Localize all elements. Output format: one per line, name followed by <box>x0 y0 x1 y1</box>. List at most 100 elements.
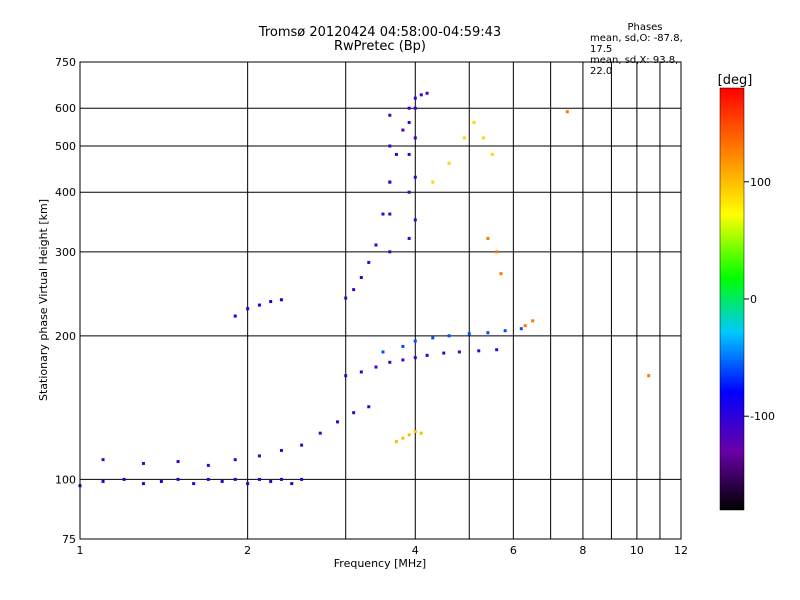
data-point <box>141 482 145 486</box>
phase-stats-header: Phases <box>627 22 663 33</box>
chart-title: Tromsø 20120424 04:58:00-04:59:43 <box>258 25 502 40</box>
data-point <box>477 349 481 353</box>
x-tick-label: 4 <box>412 544 419 557</box>
data-point <box>318 431 322 435</box>
data-point <box>503 329 507 333</box>
data-point <box>220 479 224 483</box>
data-point <box>367 260 371 264</box>
data-point <box>176 460 180 464</box>
data-point <box>336 420 340 424</box>
data-point <box>413 218 417 222</box>
data-point <box>367 405 371 409</box>
data-point <box>388 212 392 216</box>
data-point <box>413 136 417 140</box>
colorbar-label: [deg] <box>718 73 753 88</box>
chart-subtitle: RwPretec (Bp) <box>333 39 427 54</box>
data-point <box>481 136 485 140</box>
data-point <box>419 431 423 435</box>
data-point <box>519 327 523 331</box>
x-tick-label: 12 <box>674 544 688 557</box>
data-point <box>352 288 356 292</box>
y-tick-label: 600 <box>55 102 76 115</box>
data-point <box>490 152 494 156</box>
x-tick-label: 10 <box>630 544 644 557</box>
data-point <box>413 96 417 100</box>
data-point <box>431 336 435 340</box>
x-tick-label: 6 <box>510 544 517 557</box>
data-point <box>413 339 417 343</box>
data-point <box>381 350 385 354</box>
data-point <box>401 344 405 348</box>
data-point <box>233 458 237 462</box>
data-point <box>523 324 527 328</box>
data-point <box>300 443 304 447</box>
data-point <box>472 121 476 125</box>
data-point <box>257 303 261 307</box>
data-point <box>388 113 392 117</box>
data-points <box>78 91 651 488</box>
colorbar-ticks: 100 0 -100 <box>744 176 775 423</box>
data-point <box>407 433 411 437</box>
x-axis-ticks: 1 2 4 6 8 10 12 <box>77 544 689 557</box>
phase-stats-extraordinary: mean, sd,X: 93.8, 22.0 <box>590 55 679 77</box>
data-point <box>413 175 417 179</box>
data-point <box>374 365 378 369</box>
data-point <box>499 272 503 276</box>
data-point <box>122 477 126 481</box>
data-point <box>401 436 405 440</box>
y-tick-label: 200 <box>55 330 76 343</box>
data-point <box>388 360 392 364</box>
data-point <box>381 212 385 216</box>
y-axis-label: Stationary phase Virtual Height [km] <box>37 199 50 401</box>
data-point <box>565 110 569 114</box>
data-point <box>447 334 451 338</box>
data-point <box>269 479 273 483</box>
data-point <box>495 348 499 352</box>
data-point <box>531 319 535 323</box>
data-point <box>425 91 429 95</box>
y-tick-label: 750 <box>55 56 76 69</box>
data-point <box>401 358 405 362</box>
data-point <box>206 463 210 467</box>
data-point <box>192 482 196 486</box>
y-tick-label: 400 <box>55 186 76 199</box>
data-point <box>486 236 490 240</box>
data-point <box>419 93 423 97</box>
plot-frame <box>79 61 682 540</box>
y-tick-label: 100 <box>55 473 76 486</box>
data-point <box>447 161 451 165</box>
data-point <box>246 482 250 486</box>
colorbar-tick-label: 0 <box>750 293 757 306</box>
data-point <box>407 236 411 240</box>
data-point <box>462 136 466 140</box>
data-point <box>442 351 446 355</box>
data-point <box>344 296 348 300</box>
data-point <box>269 300 273 304</box>
data-point <box>233 477 237 481</box>
data-point <box>374 243 378 247</box>
data-point <box>300 477 304 481</box>
data-point <box>257 454 261 458</box>
data-point <box>233 314 237 318</box>
data-point <box>388 180 392 184</box>
data-point <box>101 458 105 462</box>
colorbar-tick-label: 100 <box>750 176 771 189</box>
data-point <box>206 477 210 481</box>
phase-colorbar: [deg] 100 0 -100 <box>718 73 775 511</box>
data-point <box>413 356 417 360</box>
data-point <box>388 250 392 254</box>
data-point <box>101 479 105 483</box>
colorbar-gradient <box>719 87 745 511</box>
phase-statistics: Phases mean, sd,O: -87.8, 17.5 mean, sd,… <box>590 22 700 77</box>
data-point <box>407 106 411 110</box>
data-point <box>394 440 398 444</box>
data-point <box>279 298 283 302</box>
data-point <box>246 307 250 311</box>
data-point <box>279 477 283 481</box>
data-point <box>257 477 261 481</box>
data-point <box>401 128 405 132</box>
x-tick-label: 8 <box>579 544 586 557</box>
data-point <box>141 461 145 465</box>
data-point <box>394 152 398 156</box>
